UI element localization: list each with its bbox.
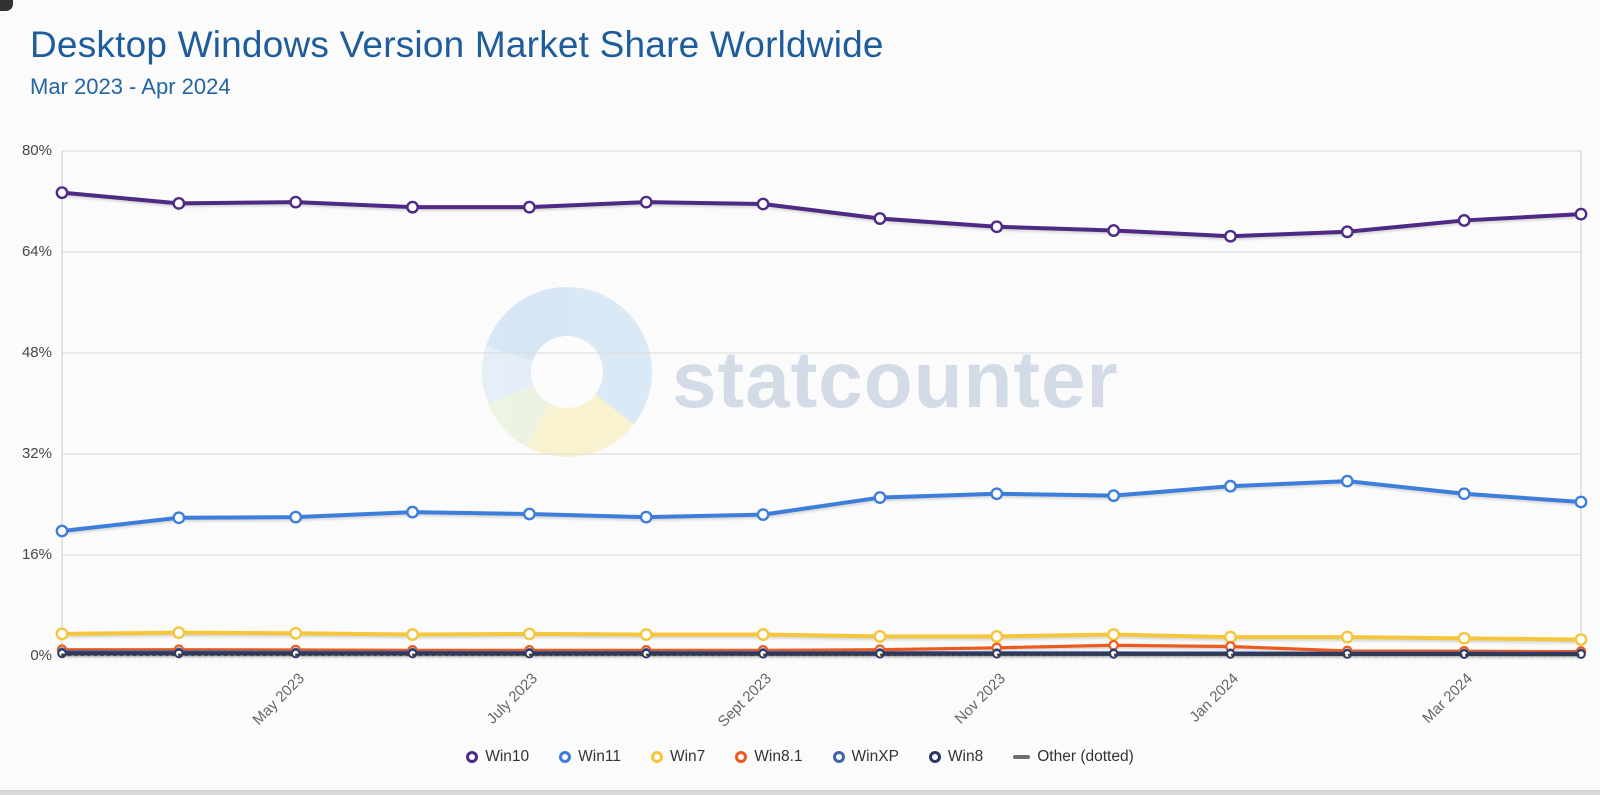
- series-line-win7: [60, 630, 1583, 642]
- data-point-win11: [406, 505, 419, 519]
- legend-marker-win8-icon: [928, 751, 941, 763]
- legend-label-win10: Win10: [485, 748, 530, 765]
- legend-item-other-dotted-[interactable]: Other (dotted): [1013, 748, 1134, 766]
- data-point-win8: [290, 648, 301, 659]
- data-point-win10: [1574, 207, 1588, 221]
- bottom-scrollbar-track[interactable]: [0, 790, 1600, 795]
- legend-label-win11: Win11: [578, 748, 621, 765]
- chart-subtitle: Mar 2023 - Apr 2024: [30, 74, 231, 99]
- legend-label-win7: Win7: [669, 748, 706, 765]
- data-point-win11: [1457, 487, 1471, 501]
- legend-label-win8: Win8: [947, 748, 984, 765]
- y-axis-label: 32%: [21, 445, 52, 462]
- data-point-win11: [55, 524, 69, 538]
- data-point-win8-1: [1108, 639, 1119, 651]
- data-point-win10: [289, 195, 303, 209]
- data-point-win11: [639, 510, 653, 524]
- data-point-win7: [756, 628, 770, 641]
- y-axis-label: 64%: [21, 243, 52, 260]
- window-corner-artifact: [0, 0, 13, 11]
- data-point-win10: [873, 212, 887, 225]
- data-point-win8: [174, 648, 184, 659]
- legend-marker-winxp-icon: [832, 751, 845, 763]
- legend-marker-win8-1-icon: [735, 751, 748, 763]
- data-point-win11: [1224, 479, 1237, 493]
- data-point-win7: [1107, 628, 1121, 641]
- y-axis-label: 80%: [21, 142, 52, 159]
- legend-item-winxp[interactable]: WinXP: [832, 748, 899, 766]
- series-line-win8: [60, 651, 1583, 657]
- legend-dash-other-dotted--icon: [1013, 755, 1031, 759]
- data-point-win11: [873, 491, 887, 504]
- data-point-win7: [1340, 630, 1354, 644]
- legend-label-win8-1: Win8.1: [754, 748, 803, 765]
- data-point-win8: [407, 648, 418, 659]
- data-point-win10: [172, 196, 186, 210]
- y-axis-label: 48%: [21, 344, 52, 361]
- data-point-win7: [1457, 631, 1471, 645]
- legend-marker-win11-icon: [559, 751, 572, 763]
- legend-item-win8-1[interactable]: Win8.1: [735, 748, 803, 766]
- series-line-win8-1: [60, 643, 1583, 654]
- data-point-win11: [1107, 489, 1121, 503]
- legend-label-winxp: WinXP: [851, 748, 899, 765]
- data-point-win11: [289, 510, 303, 524]
- data-point-win10: [1340, 225, 1354, 239]
- legend-item-win8[interactable]: Win8: [928, 748, 984, 766]
- data-point-win7: [406, 628, 419, 641]
- data-point-win10: [1224, 229, 1237, 243]
- data-point-win7: [1574, 633, 1588, 646]
- y-axis-label: 16%: [21, 546, 52, 563]
- data-point-win7: [172, 626, 186, 640]
- legend-label-other-dotted-: Other (dotted): [1037, 748, 1134, 765]
- data-point-win10: [639, 195, 653, 209]
- data-point-win7: [522, 627, 536, 641]
- legend-marker-win7-icon: [650, 751, 663, 763]
- series-line-win11: [60, 479, 1583, 534]
- data-point-win7: [289, 626, 303, 640]
- data-point-win11: [172, 511, 186, 525]
- data-point-win10: [990, 220, 1004, 234]
- data-point-win7: [55, 627, 69, 641]
- series-line-win10: [60, 190, 1583, 239]
- legend-marker-win10-icon: [466, 751, 479, 763]
- data-point-win8: [524, 648, 535, 659]
- data-point-win11: [990, 487, 1004, 501]
- data-point-win11: [1340, 474, 1354, 488]
- chart-header: Desktop Windows Version Market Share Wor…: [30, 24, 884, 100]
- data-point-win7: [990, 630, 1004, 643]
- data-point-win8: [57, 648, 67, 659]
- data-point-win7: [1224, 630, 1237, 644]
- y-axis-label: 0%: [30, 647, 52, 664]
- legend: Win10 Win11 Win7 Win8.1 WinXP Win8 Other (dott…: [0, 748, 1600, 766]
- data-point-win11: [1574, 495, 1588, 509]
- data-point-win7: [873, 630, 887, 643]
- data-point-win7: [639, 628, 653, 641]
- data-point-win10: [1107, 224, 1121, 237]
- data-point-win10: [522, 200, 536, 214]
- data-point-win11: [756, 508, 770, 521]
- data-point-win11: [522, 507, 536, 521]
- legend-item-win10[interactable]: Win10: [466, 748, 529, 766]
- data-point-win10: [1457, 214, 1471, 227]
- data-point-win10: [55, 186, 69, 200]
- legend-item-win7[interactable]: Win7: [650, 748, 706, 766]
- chart-title: Desktop Windows Version Market Share Wor…: [30, 24, 884, 65]
- data-point-win10: [756, 197, 770, 211]
- legend-item-win11[interactable]: Win11: [559, 748, 621, 766]
- data-point-win10: [406, 200, 419, 214]
